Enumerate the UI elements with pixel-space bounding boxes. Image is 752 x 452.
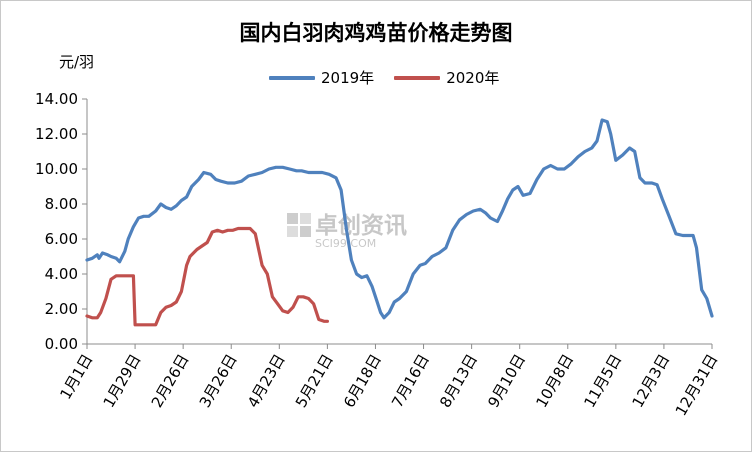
y-tick-label: 0.00 (45, 335, 78, 353)
watermark-cn: 卓创资讯 (315, 213, 407, 239)
y-unit-label: 元/羽 (59, 53, 95, 71)
y-tick-label: 6.00 (45, 230, 78, 248)
y-tick-label: 14.00 (35, 90, 78, 108)
y-tick-label: 2.00 (45, 300, 78, 318)
x-tick-label: 1月29日 (100, 351, 145, 411)
x-tick-label: 6月18日 (340, 351, 385, 411)
y-tick-label: 4.00 (45, 265, 78, 283)
legend-swatch-2019 (269, 75, 315, 80)
watermark-en: SCI99.COM (315, 237, 376, 250)
x-tick-label: 5月21日 (292, 351, 337, 411)
series-layer (85, 118, 714, 327)
y-tick-label: 12.00 (35, 125, 78, 143)
x-tick-label: 8月13日 (436, 351, 481, 411)
legend-label-2020: 2020年 (446, 69, 500, 87)
x-tick-label: 1月1日 (56, 351, 96, 403)
x-tick-label: 11月5日 (580, 351, 625, 411)
watermark: 卓创资讯 SCI99.COM (287, 213, 407, 250)
x-tick-label: 10月8日 (532, 351, 577, 411)
x-tick-label: 3月26日 (196, 351, 241, 411)
x-tick-label: 2月26日 (148, 351, 193, 411)
legend-item-2020: 2020年 (394, 67, 499, 88)
x-tick-label: 12月3日 (628, 351, 673, 411)
x-tick-label: 9月10日 (484, 351, 529, 411)
y-tick-label: 10.00 (35, 160, 78, 178)
legend-swatch-2020 (394, 75, 441, 80)
legend-item-2019: 2019年 (269, 67, 374, 88)
x-tick-label: 4月23日 (244, 351, 289, 411)
series-line-2020 (85, 226, 329, 327)
legend-label-2019: 2019年 (321, 69, 375, 87)
x-tick-label: 12月31日 (672, 351, 722, 419)
y-tick-label: 8.00 (45, 195, 78, 213)
chart-title: 国内白羽肉鸡鸡苗价格走势图 (239, 21, 513, 45)
legend: 2019年 2020年 (269, 67, 519, 88)
x-tick-label: 7月16日 (388, 351, 433, 411)
series-line-2019 (85, 118, 714, 320)
watermark-logo-icon (287, 213, 311, 237)
